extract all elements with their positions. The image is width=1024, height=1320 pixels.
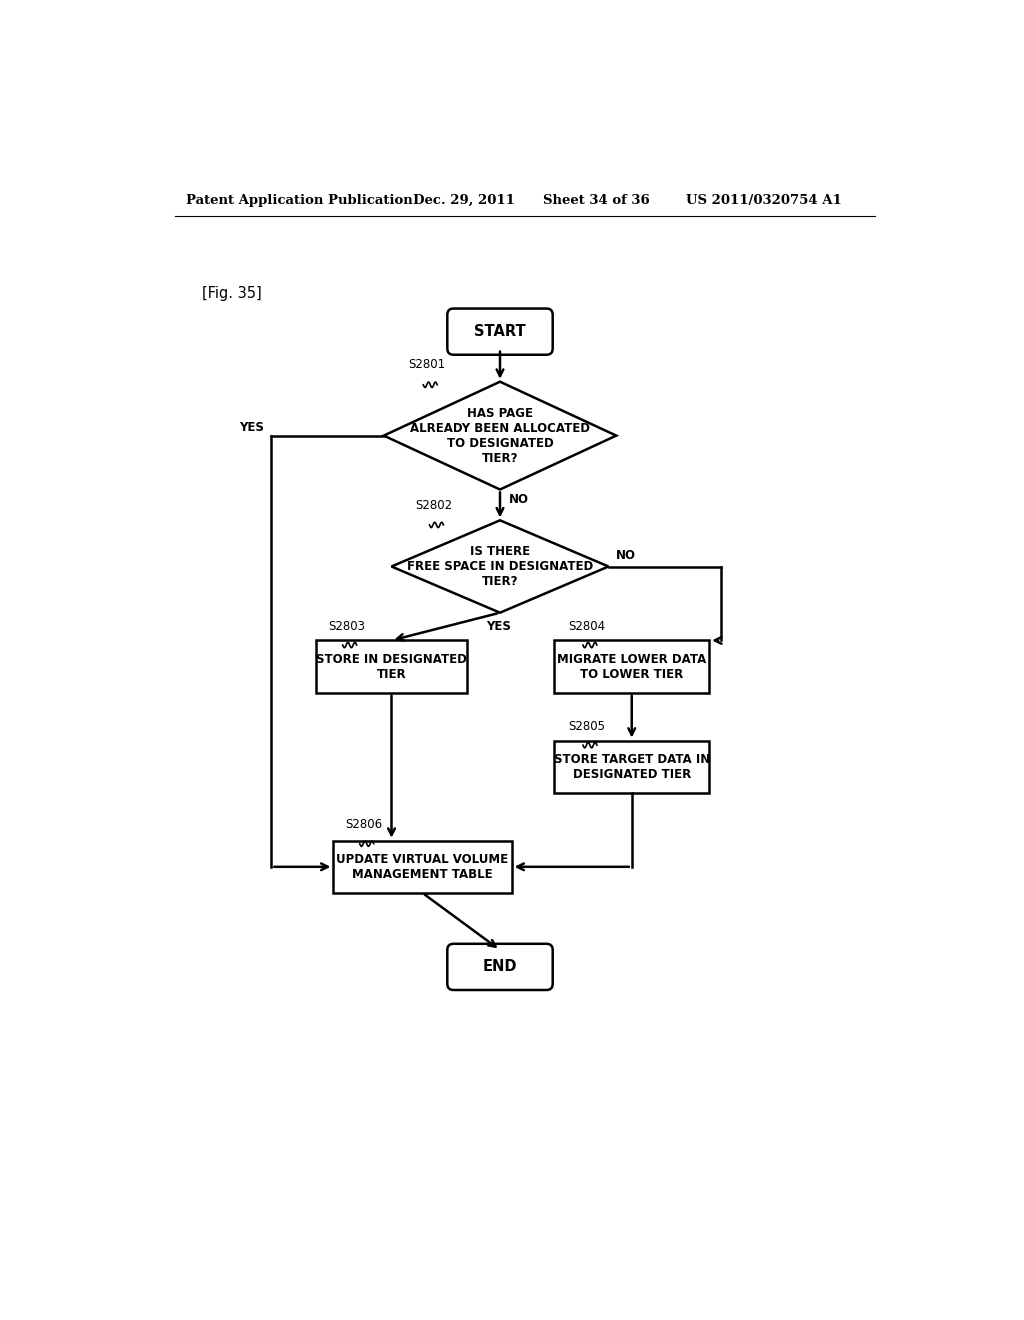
- Text: S2806: S2806: [345, 818, 382, 832]
- Text: END: END: [482, 960, 517, 974]
- Text: S2801: S2801: [409, 358, 445, 371]
- Text: Sheet 34 of 36: Sheet 34 of 36: [543, 194, 649, 207]
- Text: NO: NO: [509, 494, 529, 507]
- Text: STORE TARGET DATA IN
DESIGNATED TIER: STORE TARGET DATA IN DESIGNATED TIER: [554, 752, 710, 780]
- Text: US 2011/0320754 A1: US 2011/0320754 A1: [686, 194, 842, 207]
- Text: START: START: [474, 325, 525, 339]
- Text: HAS PAGE
ALREADY BEEN ALLOCATED
TO DESIGNATED
TIER?: HAS PAGE ALREADY BEEN ALLOCATED TO DESIG…: [410, 407, 590, 465]
- FancyBboxPatch shape: [447, 944, 553, 990]
- Text: S2803: S2803: [328, 619, 365, 632]
- Text: YES: YES: [486, 619, 511, 632]
- Text: IS THERE
FREE SPACE IN DESIGNATED
TIER?: IS THERE FREE SPACE IN DESIGNATED TIER?: [407, 545, 593, 587]
- Text: Dec. 29, 2011: Dec. 29, 2011: [414, 194, 515, 207]
- Text: Patent Application Publication: Patent Application Publication: [186, 194, 413, 207]
- Text: NO: NO: [616, 549, 636, 562]
- Bar: [554, 640, 710, 693]
- Text: S2802: S2802: [415, 499, 452, 512]
- Polygon shape: [384, 381, 616, 490]
- Bar: [334, 841, 512, 892]
- Text: MIGRATE LOWER DATA
TO LOWER TIER: MIGRATE LOWER DATA TO LOWER TIER: [557, 652, 707, 681]
- Text: S2805: S2805: [568, 719, 605, 733]
- Text: UPDATE VIRTUAL VOLUME
MANAGEMENT TABLE: UPDATE VIRTUAL VOLUME MANAGEMENT TABLE: [337, 853, 509, 880]
- Bar: [316, 640, 467, 693]
- Text: STORE IN DESIGNATED
TIER: STORE IN DESIGNATED TIER: [316, 652, 467, 681]
- Polygon shape: [391, 520, 608, 612]
- Text: S2804: S2804: [568, 619, 605, 632]
- Text: [Fig. 35]: [Fig. 35]: [202, 285, 261, 301]
- FancyBboxPatch shape: [447, 309, 553, 355]
- Text: YES: YES: [239, 421, 264, 434]
- Bar: [554, 741, 710, 793]
